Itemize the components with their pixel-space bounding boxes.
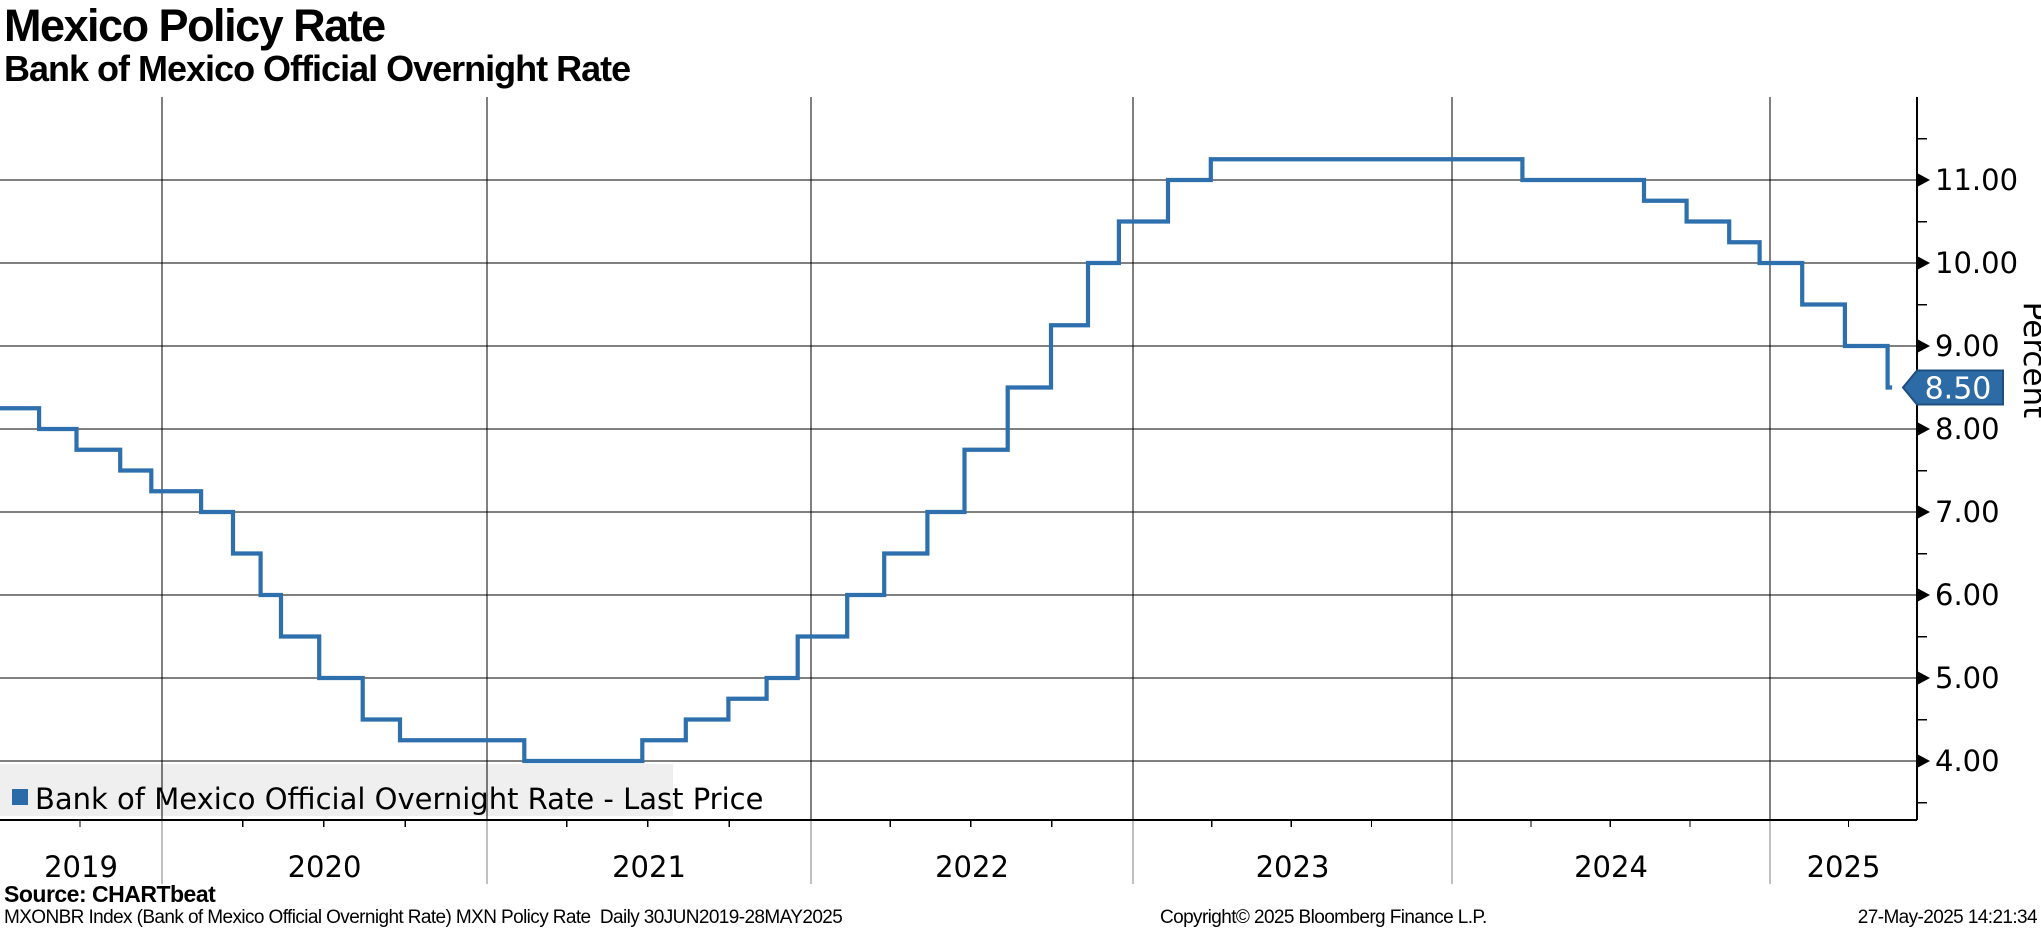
policy-rate-step-line[interactable] [0,157,1893,764]
legend-box[interactable] [0,764,673,816]
y-tick-label: 6.00 [1935,578,2000,612]
x-year-label: 2021 [612,850,686,884]
x-year-label: 2024 [1574,850,1648,884]
y-tick-label: 7.00 [1935,495,2000,529]
legend-marker-icon [12,789,28,805]
axis-arrow-icon [1917,754,1930,768]
page-subtitle: Bank of Mexico Official Overnight Rate [4,48,631,89]
axis-arrow-icon [1917,588,1930,602]
ticker-description: MXONBR Index (Bank of Mexico Official Ov… [4,907,843,928]
last-price-tag[interactable] [1901,369,2004,406]
copyright-notice: Copyright© 2025 Bloomberg Finance L.P. [1160,907,1487,928]
y-tick-label: 10.00 [1935,246,2018,280]
y-axis-title: Percent [2016,302,2041,419]
y-tick-label: 11.00 [1935,163,2018,197]
page-title: Mexico Policy Rate [4,0,386,51]
legend-label: Bank of Mexico Official Overnight Rate -… [35,782,763,816]
x-year-label: 2022 [935,850,1009,884]
axis-arrow-icon [1917,671,1930,685]
last-price-value: 8.50 [1925,372,1992,407]
x-year-label: 2023 [1256,850,1330,884]
x-year-label: 2020 [288,850,362,884]
x-year-label: 2019 [44,850,118,884]
axis-arrow-icon [1917,422,1930,436]
y-tick-label: 8.00 [1935,412,2000,446]
source-label: Source: CHARTbeat [4,881,216,907]
y-tick-label: 5.00 [1935,661,2000,695]
axis-arrow-icon [1917,505,1930,519]
axis-arrow-icon [1917,256,1930,270]
axis-arrow-icon [1917,173,1930,187]
y-tick-label: 9.00 [1935,329,2000,363]
x-year-label: 2025 [1807,850,1881,884]
y-tick-label: 4.00 [1935,744,2000,778]
axis-arrow-icon [1917,339,1930,353]
timestamp: 27-May-2025 14:21:34 [1857,907,2038,928]
